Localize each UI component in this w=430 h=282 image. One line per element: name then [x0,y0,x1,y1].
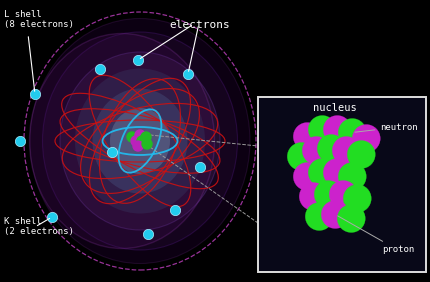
Circle shape [135,130,144,140]
Circle shape [307,158,335,186]
Circle shape [292,122,320,151]
Circle shape [338,118,366,147]
Point [171,208,178,212]
Circle shape [320,201,348,228]
Circle shape [298,182,326,210]
Point [31,92,38,96]
Point [16,139,23,143]
Text: nucleus: nucleus [313,103,356,113]
Point [184,72,191,76]
Ellipse shape [92,89,187,193]
Circle shape [287,142,315,171]
Circle shape [351,124,379,153]
Circle shape [347,140,375,169]
Point [134,58,141,62]
Text: L shell
(8 electrons): L shell (8 electrons) [4,10,74,29]
Point [96,67,103,71]
Point [144,232,151,236]
Circle shape [141,139,152,149]
Ellipse shape [110,108,169,174]
Circle shape [313,180,341,208]
Circle shape [337,204,365,232]
Bar [258,97,425,272]
Text: K shell
(2 electrons): K shell (2 electrons) [4,217,74,236]
Ellipse shape [75,69,205,213]
Point [108,150,115,154]
Circle shape [141,132,150,142]
Circle shape [332,136,359,164]
Point [196,165,203,169]
Circle shape [301,136,329,164]
Circle shape [133,141,143,151]
Ellipse shape [43,32,237,250]
Circle shape [342,184,370,213]
Circle shape [127,132,137,142]
Text: neutron: neutron [354,122,417,132]
Circle shape [307,116,335,144]
Circle shape [304,202,332,230]
Text: proton: proton [337,216,413,254]
Point [49,215,55,219]
Circle shape [131,136,141,146]
Circle shape [292,162,320,191]
Circle shape [137,136,147,146]
Circle shape [316,135,344,162]
Circle shape [329,180,356,208]
Circle shape [322,116,350,144]
Ellipse shape [29,34,214,248]
Ellipse shape [30,19,249,263]
Ellipse shape [60,52,219,230]
Text: electrons: electrons [169,20,230,30]
Circle shape [322,158,350,186]
Circle shape [338,162,366,191]
